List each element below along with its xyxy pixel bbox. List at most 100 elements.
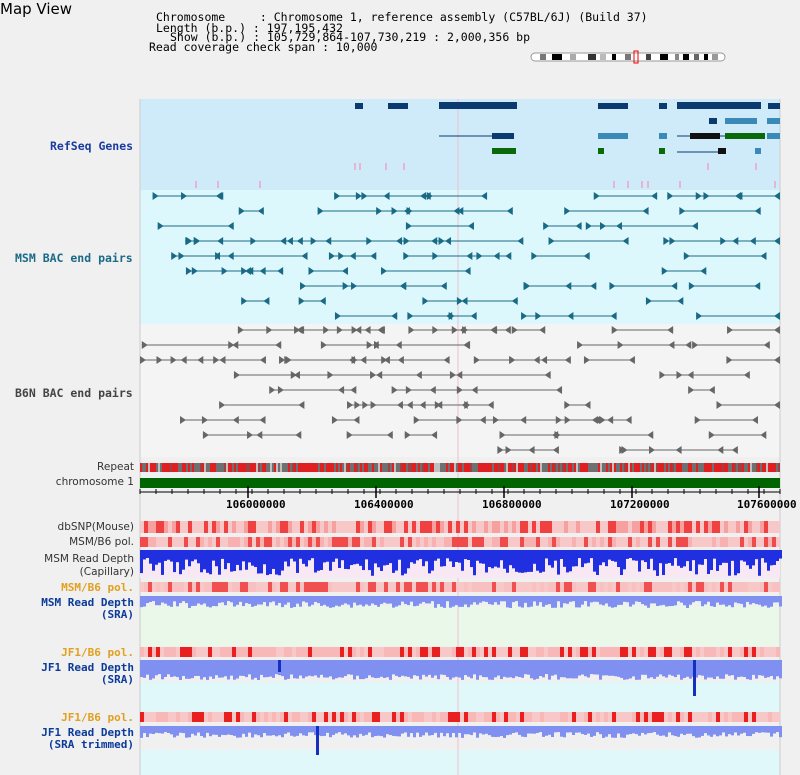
polymorphism-cell xyxy=(384,582,388,592)
polymorphism-cell xyxy=(708,582,712,592)
polymorphism-cell xyxy=(304,521,308,533)
page-title: Map View xyxy=(0,0,73,18)
polymorphism-cell xyxy=(528,712,532,722)
polymorphism-cell xyxy=(500,647,504,657)
polymorphism-cell xyxy=(404,647,408,657)
read-depth-bar xyxy=(614,596,617,608)
polymorphism-cell xyxy=(192,647,196,657)
b6n-bac-pair-end xyxy=(774,401,780,409)
polymorphism-cell xyxy=(500,521,504,533)
polymorphism-cell xyxy=(676,647,680,657)
polymorphism-cell xyxy=(432,712,436,722)
read-depth-bar xyxy=(773,550,776,565)
ideogram-band xyxy=(704,54,708,60)
read-depth-bar xyxy=(203,550,206,570)
polymorphism-cell xyxy=(312,537,316,547)
read-depth-bar xyxy=(746,550,749,566)
read-depth-bar xyxy=(335,550,338,559)
polymorphism-cell xyxy=(472,712,476,722)
read-depth-bar xyxy=(659,550,662,564)
read-depth-bar xyxy=(743,660,746,678)
read-depth-bar xyxy=(488,660,491,680)
read-depth-bar xyxy=(179,550,182,575)
read-depth-bar xyxy=(437,550,440,559)
repeat-element xyxy=(584,463,586,472)
polymorphism-cell xyxy=(696,647,700,657)
polymorphism-cell xyxy=(656,521,660,533)
read-depth-bar xyxy=(392,550,395,573)
polymorphism-cell xyxy=(168,582,172,592)
read-depth-bar xyxy=(491,726,494,737)
b6n-bac-pair-end xyxy=(487,401,494,409)
b6n-bac-pair-end xyxy=(708,431,715,439)
read-depth-bar xyxy=(572,660,575,679)
repeat-element xyxy=(380,463,382,472)
b6n-bac-pair-end xyxy=(499,431,506,439)
polymorphism-cell xyxy=(460,537,464,547)
polymorphism-cell xyxy=(264,521,268,533)
read-depth-bar xyxy=(326,660,329,678)
polymorphism-cell xyxy=(376,521,380,533)
polymorphism-cell xyxy=(412,647,416,657)
read-depth-bar xyxy=(710,660,713,678)
polymorphism-cell xyxy=(488,712,492,722)
polymorphism-cell xyxy=(456,582,460,592)
repeat-element xyxy=(312,463,314,472)
polymorphism-cell xyxy=(316,582,320,592)
msm-b6-pol-sra-label: MSM/B6 pol. xyxy=(61,581,134,594)
read-depth-bar xyxy=(770,596,773,607)
polymorphism-cell xyxy=(744,521,748,533)
msm-bac-pair-end xyxy=(152,192,159,200)
repeat-element xyxy=(638,463,640,472)
read-depth-bar xyxy=(338,726,341,733)
polymorphism-cell xyxy=(688,712,692,722)
polymorphism-cell xyxy=(192,582,196,592)
polymorphism-cell xyxy=(620,537,624,547)
polymorphism-cell xyxy=(472,647,476,657)
polymorphism-cell xyxy=(400,712,404,722)
read-depth-bar xyxy=(365,596,368,605)
polymorphism-cell xyxy=(592,537,596,547)
read-depth-bar xyxy=(179,726,182,733)
polymorphism-cell xyxy=(712,712,716,722)
polymorphism-cell xyxy=(216,521,220,533)
b6n-bac-pair-end xyxy=(141,341,148,349)
read-depth-bar xyxy=(617,660,620,677)
b6n-bac-pair-end xyxy=(687,371,694,379)
read-depth-bar xyxy=(755,660,758,679)
read-depth-bar xyxy=(413,550,416,564)
polymorphism-cell xyxy=(464,537,468,547)
repeat-element xyxy=(478,463,480,472)
read-depth-bar xyxy=(389,596,392,604)
read-depth-bar xyxy=(500,726,503,737)
repeat-element xyxy=(222,463,224,472)
polymorphism-cell xyxy=(604,712,608,722)
read-depth-bar xyxy=(146,550,149,559)
read-depth-bar xyxy=(323,726,326,736)
polymorphism-cell xyxy=(396,582,400,592)
polymorphism-cell xyxy=(184,582,188,592)
repeat-element xyxy=(742,463,744,472)
polymorphism-cell xyxy=(696,582,700,592)
polymorphism-cell xyxy=(140,712,144,722)
read-depth-bar xyxy=(728,550,731,576)
polymorphism-cell xyxy=(652,521,656,533)
b6n-bac-pair-end xyxy=(259,356,266,364)
polymorphism-cell xyxy=(208,582,212,592)
read-depth-bar xyxy=(209,726,212,737)
read-depth-bar xyxy=(518,596,521,607)
polymorphism-cell xyxy=(396,647,400,657)
repeat-element xyxy=(336,463,338,472)
polymorphism-cell xyxy=(500,537,504,547)
polymorphism-cell xyxy=(444,537,448,547)
read-depth-bar xyxy=(263,550,266,565)
read-depth-bar xyxy=(521,550,524,573)
polymorphism-cell xyxy=(280,537,284,547)
polymorphism-cell xyxy=(348,582,352,592)
b6n-bac-pair-end xyxy=(295,431,302,439)
polymorphism-cell xyxy=(528,582,532,592)
repeat-element xyxy=(458,463,460,472)
msm-sra-sublabel: (SRA) xyxy=(100,608,134,621)
repeat-element xyxy=(276,463,278,472)
